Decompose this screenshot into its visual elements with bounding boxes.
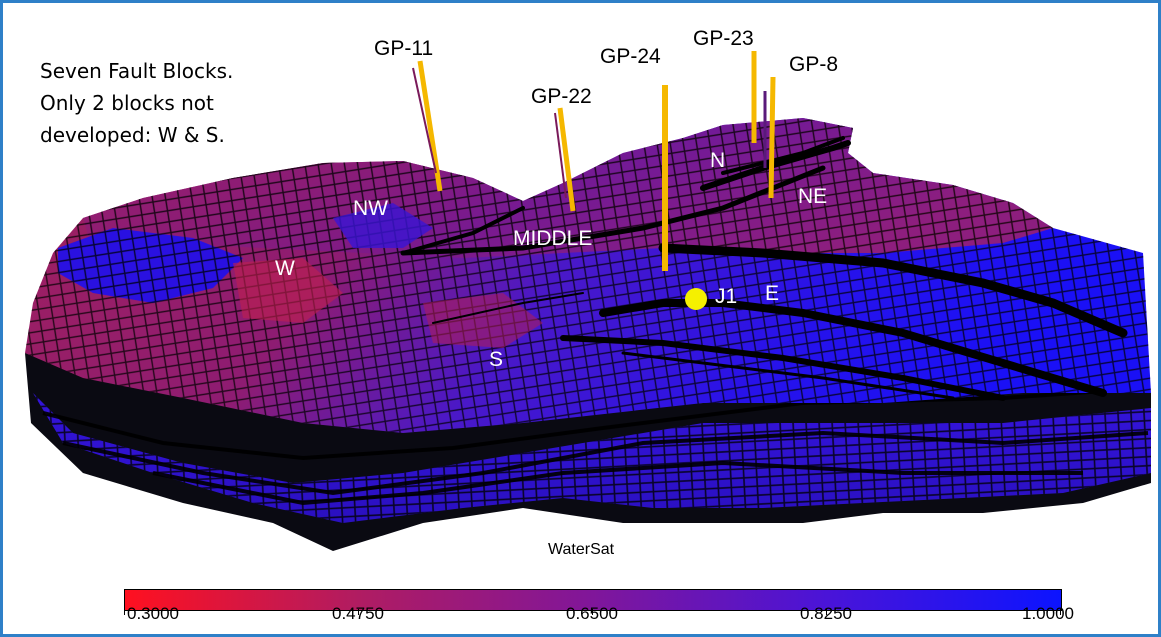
- well-gp-11: [417, 60, 443, 192]
- block-label-n: N: [710, 149, 726, 172]
- well-label-gp-23: GP-23: [693, 27, 754, 50]
- colorbar-tick: [124, 609, 125, 615]
- annotation-line: Only 2 blocks not: [40, 91, 214, 115]
- colorbar: [124, 589, 1062, 611]
- colorbar-tick-label: 0.3000: [127, 604, 179, 623]
- j1-marker: [685, 288, 707, 310]
- marker-label-j1: J1: [715, 285, 738, 308]
- block-label-e: E: [765, 282, 780, 305]
- well-trajectories: [412, 51, 776, 271]
- well-label-gp-22: GP-22: [531, 85, 592, 108]
- layer-streaks: [42, 386, 1149, 506]
- well-label-gp-8: GP-8: [789, 53, 839, 76]
- well-gp-8: [768, 76, 776, 199]
- annotation-line: developed: W & S.: [40, 123, 225, 147]
- colorbar-tick: [592, 609, 593, 615]
- fault-lines: [400, 136, 1128, 401]
- well-label-gp-24: GP-24: [600, 45, 661, 68]
- colorbar-tick-label: 1.0000: [1022, 604, 1074, 623]
- reservoir-model-3d: [25, 51, 1151, 551]
- block-label-w: W: [275, 257, 295, 280]
- block-label-s: S: [489, 348, 504, 371]
- annotation-note: Seven Fault Blocks. Only 2 blocks not de…: [40, 55, 340, 151]
- colorbar-tick: [1060, 609, 1061, 615]
- colorbar-tick-label: 0.6500: [566, 604, 618, 623]
- colorbar-tick: [826, 609, 827, 615]
- colorbar-tick-label: 0.8250: [800, 604, 852, 623]
- colorbar-tick-label: 0.4750: [332, 604, 384, 623]
- property-title: WaterSat: [548, 541, 615, 558]
- block-label-ne: NE: [798, 185, 828, 208]
- well-label-gp-11: GP-11: [374, 37, 434, 60]
- well-gp-22: [557, 107, 576, 212]
- block-label-nw: NW: [353, 197, 388, 220]
- annotation-line: Seven Fault Blocks.: [40, 59, 234, 83]
- block-label-middle: MIDDLE: [513, 227, 593, 250]
- colorbar-tick: [358, 609, 359, 615]
